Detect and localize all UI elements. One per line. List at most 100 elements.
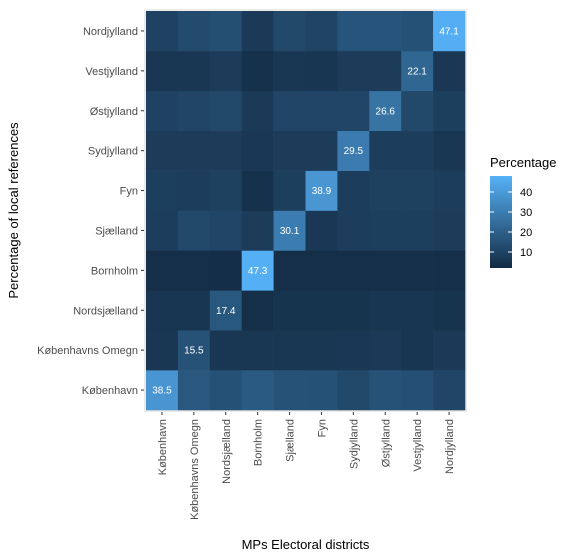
heatmap-cell xyxy=(177,290,211,331)
heatmap-cell xyxy=(401,210,434,251)
heatmap-cell xyxy=(241,50,274,92)
heatmap-cell xyxy=(401,290,434,331)
y-tick-label-vestjylland: Vestjylland xyxy=(85,66,138,78)
heatmap-cell xyxy=(305,170,338,211)
heatmap-cell xyxy=(273,130,306,171)
y-tick-label-sjaelland: Sjælland xyxy=(95,225,138,237)
heatmap-cell xyxy=(273,50,306,92)
heatmap-cell xyxy=(177,250,211,291)
heatmap-cells xyxy=(146,11,466,411)
heatmap-cell xyxy=(209,130,242,171)
heatmap-cell xyxy=(305,210,338,251)
heatmap-cell xyxy=(241,370,274,411)
heatmap-cell xyxy=(209,210,242,251)
x-tick-label-sydjylland: Sydjylland xyxy=(348,419,360,469)
heatmap-cell xyxy=(146,250,179,291)
heatmap-cell xyxy=(241,210,274,251)
heatmap-cell xyxy=(337,90,370,131)
heatmap-cell xyxy=(209,170,242,211)
heatmap-cell xyxy=(241,11,274,52)
heatmap-cell xyxy=(433,250,466,291)
heatmap-cell xyxy=(273,330,306,371)
heatmap-cell xyxy=(305,290,338,331)
y-tick-label-bornholm: Bornholm xyxy=(91,265,138,277)
heatmap-cell xyxy=(146,90,179,131)
x-tick-label-kobenhavns-omegn: Københavns Omegn xyxy=(189,419,201,520)
heatmap-cell xyxy=(401,130,434,171)
heatmap-cell xyxy=(369,50,402,92)
heatmap-cell xyxy=(337,11,370,52)
heatmap-cell xyxy=(209,330,242,371)
legend-label: 10 xyxy=(520,247,532,259)
x-tick-label-vestjylland: Vestjylland xyxy=(412,419,424,472)
heatmap-cell xyxy=(433,370,466,411)
heatmap-cell xyxy=(209,250,242,291)
heatmap-cell xyxy=(273,170,306,211)
heatmap-cell xyxy=(401,330,434,371)
heatmap-cell xyxy=(337,250,370,291)
heatmap-cell xyxy=(433,11,466,52)
x-tick-label-sjaelland: Sjælland xyxy=(285,419,297,462)
x-tick-label-ostjylland: Østjylland xyxy=(380,419,392,467)
heatmap-cell xyxy=(146,290,179,331)
heatmap-cell xyxy=(369,330,402,371)
legend-label: 20 xyxy=(520,227,532,239)
x-axis-title: MPs Electoral districts xyxy=(242,537,370,552)
cell-value-label: 47.1 xyxy=(439,26,459,37)
heatmap-cell xyxy=(241,290,274,331)
cell-value-label: 15.5 xyxy=(184,346,204,357)
heatmap-cell xyxy=(209,290,242,331)
heatmap-cell xyxy=(369,11,402,52)
legend-label: 40 xyxy=(520,187,532,199)
y-tick-label-fyn: Fyn xyxy=(120,186,138,198)
heatmap-cell xyxy=(369,210,402,251)
y-axis-title: Percentage of local references xyxy=(6,122,21,299)
heatmap-cell xyxy=(146,130,179,171)
heatmap-cell xyxy=(241,90,274,131)
heatmap-cell xyxy=(146,370,179,411)
heatmap-cell xyxy=(273,210,306,251)
cell-value-label: 47.3 xyxy=(248,266,268,277)
heatmap-cell xyxy=(433,290,466,331)
heatmap-cell xyxy=(273,90,306,131)
heatmap-cell xyxy=(369,130,402,171)
heatmap-cell xyxy=(337,290,370,331)
y-tick-label-kobenhavn: København xyxy=(82,385,138,397)
heatmap-cell xyxy=(369,170,402,211)
heatmap-cell xyxy=(177,130,211,171)
heatmap-cell xyxy=(177,330,211,371)
heatmap-cell xyxy=(273,290,306,331)
heatmap-cell xyxy=(177,50,211,92)
heatmap-cell xyxy=(177,90,211,131)
cell-value-label: 38.9 xyxy=(312,186,332,197)
heatmap-cell xyxy=(146,210,179,251)
heatmap-cell xyxy=(401,50,434,92)
heatmap-cell xyxy=(177,370,211,411)
y-tick-label-nordsjaelland: Nordsjælland xyxy=(73,305,138,317)
heatmap-cell xyxy=(433,210,466,251)
heatmap-cell xyxy=(401,11,434,52)
cell-value-label: 17.4 xyxy=(216,306,236,317)
cell-value-label: 29.5 xyxy=(344,146,364,157)
heatmap-cell xyxy=(401,90,434,131)
heatmap-cell xyxy=(209,90,242,131)
cell-labels: 38.5 15.5 17.4 47.3 30.1 38.9 29.5 26.6 22.1 47.1 xyxy=(152,26,459,396)
heatmap-cell xyxy=(433,330,466,371)
heatmap-cell xyxy=(241,330,274,371)
heatmap-cell xyxy=(369,250,402,291)
heatmap-cell xyxy=(209,11,242,52)
cell-value-label: 26.6 xyxy=(376,106,396,117)
heatmap-cell xyxy=(305,330,338,371)
y-tick-label-ostjylland: Østjylland xyxy=(90,106,138,118)
legend-label: 30 xyxy=(520,207,532,219)
heatmap-cell xyxy=(209,370,242,411)
heatmap-cell xyxy=(401,250,434,291)
legend-title: Percentage xyxy=(490,155,557,170)
y-tick-label-sydjylland: Sydjylland xyxy=(88,146,138,158)
heatmap-cell xyxy=(433,90,466,131)
heatmap-cell xyxy=(337,210,370,251)
heatmap-cell xyxy=(305,250,338,291)
x-tick-label-kobenhavn: København xyxy=(157,419,169,475)
heatmap-cell xyxy=(337,50,370,92)
heatmap-cell xyxy=(241,130,274,171)
